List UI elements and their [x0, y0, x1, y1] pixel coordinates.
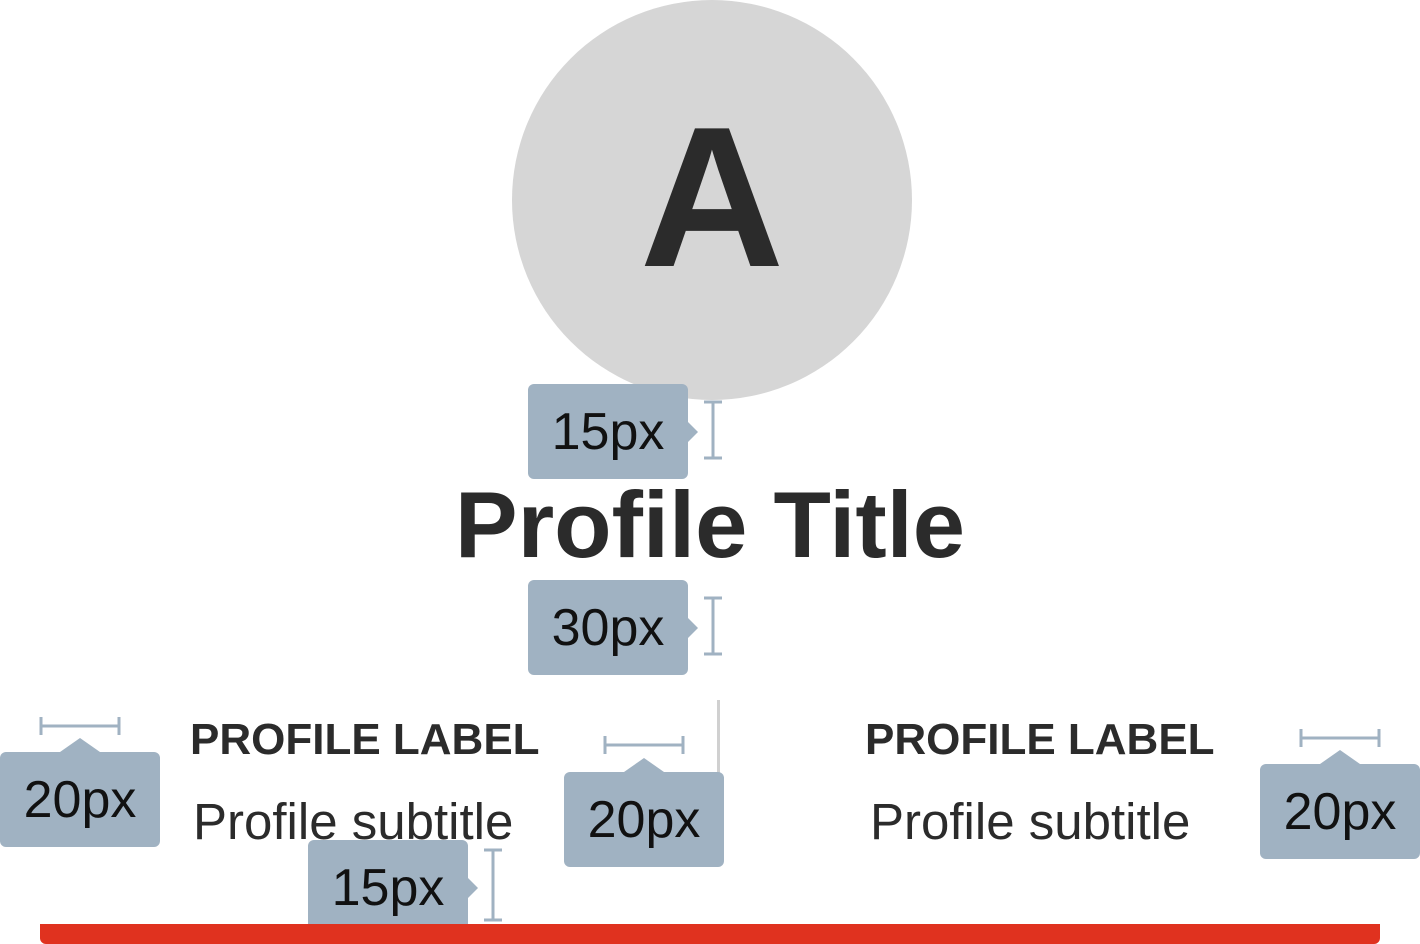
profile-subtitle-left: Profile subtitle [193, 793, 514, 850]
accent-bar [40, 924, 1380, 944]
measure-column-gap [603, 736, 685, 754]
annotation-value: 20px [1283, 782, 1397, 841]
annotation-badge-avatar-title: 15px [528, 384, 698, 479]
annotation-value: 15px [551, 402, 665, 461]
annotation-value: 15px [331, 858, 445, 917]
annotation-badge-bottom-padding: 15px [308, 840, 478, 935]
measure-avatar-title [704, 400, 722, 460]
avatar-initial: A [639, 86, 785, 309]
profile-subtitle-right: Profile subtitle [870, 793, 1191, 850]
measure-left-padding [39, 717, 121, 735]
measure-right-padding [1299, 729, 1381, 747]
annotation-badge-title-columns: 30px [528, 580, 698, 675]
annotation-value: 30px [551, 598, 665, 657]
profile-label-right: PROFILE LABEL [865, 715, 1215, 764]
annotation-badge-column-gap: 20px [564, 758, 724, 867]
annotation-badge-left-padding: 20px [0, 738, 160, 847]
annotation-badge-right-padding: 20px [1260, 750, 1420, 859]
avatar: A [512, 0, 912, 400]
measure-title-columns [704, 596, 722, 656]
annotation-value: 20px [587, 790, 701, 849]
annotation-value: 20px [23, 770, 137, 829]
profile-title: Profile Title [454, 472, 966, 577]
measure-bottom-padding [484, 848, 502, 922]
profile-label-left: PROFILE LABEL [190, 715, 540, 764]
